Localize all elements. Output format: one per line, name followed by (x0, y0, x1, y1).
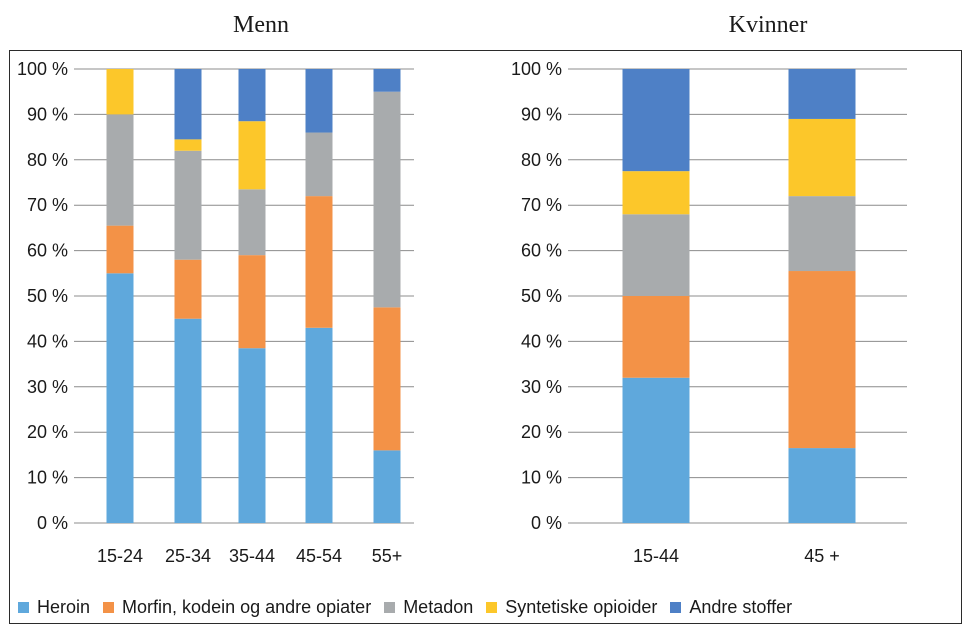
bar-segment (174, 139, 202, 151)
bar-segment (174, 259, 202, 319)
x-tick-label: 15-24 (97, 546, 143, 566)
legend-swatch (18, 601, 29, 613)
y-tick-label: 60 % (521, 241, 562, 261)
bar-segment (305, 132, 333, 197)
bar-segment (373, 307, 401, 451)
y-tick-label: 0 % (37, 513, 68, 533)
bar-segment (238, 121, 266, 190)
bar-segment (622, 69, 690, 172)
y-tick-label: 60 % (27, 241, 68, 261)
legend-swatch (670, 601, 682, 613)
x-tick-label: 15-44 (633, 546, 679, 566)
bar-segment (622, 171, 690, 215)
bar-segment (106, 273, 134, 523)
y-tick-label: 0 % (531, 513, 562, 533)
y-tick-label: 40 % (521, 331, 562, 351)
legend-item-andre: Andre stoffer (670, 597, 792, 618)
y-tick-label: 100 % (511, 59, 562, 79)
legend-label: Metadon (403, 596, 474, 617)
bar-segment (788, 271, 856, 449)
bar-segment (373, 69, 401, 92)
bar-segment (238, 189, 266, 256)
bar-segment (305, 196, 333, 328)
legend-item-heroin: Heroin (18, 597, 90, 618)
legend-label: Syntetiske opioider (505, 596, 658, 617)
bar-segment (788, 69, 856, 119)
y-tick-label: 30 % (27, 377, 68, 397)
bar-segment (373, 91, 401, 308)
bar-segment (788, 118, 856, 197)
legend-swatch (384, 601, 396, 613)
chart-frame (9, 50, 962, 624)
y-tick-label: 90 % (27, 104, 68, 124)
bar-segment (305, 69, 333, 133)
bar-segment (305, 327, 333, 523)
y-tick-label: 10 % (521, 468, 562, 488)
bar-segment (238, 348, 266, 523)
bar-segment (174, 69, 202, 140)
chart-title-menn: Menn (233, 12, 289, 38)
legend-item-syntetiske: Syntetiske opioider (486, 597, 657, 618)
bar-segment (106, 114, 134, 226)
bar-segment (174, 318, 202, 523)
chart-title-kvinner: Kvinner (728, 12, 808, 38)
y-tick-label: 70 % (27, 195, 68, 215)
y-tick-label: 30 % (521, 377, 562, 397)
bar-segment (238, 69, 266, 122)
x-tick-label: 25-34 (165, 546, 211, 566)
y-tick-label: 20 % (521, 422, 562, 442)
y-tick-label: 40 % (27, 331, 68, 351)
bar-segment (622, 296, 690, 378)
legend-label: Morfin, kodein og andre opiater (122, 596, 372, 617)
y-tick-label: 20 % (27, 422, 68, 442)
y-tick-label: 50 % (521, 286, 562, 306)
bar-segment (106, 69, 134, 115)
bar-segment (622, 214, 690, 296)
chart-legend: Heroin Morfin, kodein og andre opiater M… (18, 594, 805, 620)
y-tick-label: 70 % (521, 195, 562, 215)
y-tick-label: 10 % (27, 468, 68, 488)
y-tick-label: 100 % (17, 59, 68, 79)
x-tick-label: 35-44 (229, 546, 275, 566)
legend-label: Andre stoffer (689, 596, 793, 617)
bar-segment (788, 448, 856, 523)
legend-swatch (103, 601, 115, 613)
bar-segment (106, 225, 134, 274)
y-tick-label: 80 % (521, 150, 562, 170)
legend-item-morfin: Morfin, kodein og andre opiater (103, 597, 371, 618)
legend-swatch (486, 601, 498, 613)
y-tick-label: 80 % (27, 150, 68, 170)
bar-segment (788, 196, 856, 272)
bar-segment (174, 150, 202, 260)
x-tick-label: 45-54 (296, 546, 342, 566)
x-tick-label: 45 + (804, 546, 840, 566)
legend-label: Heroin (37, 596, 91, 617)
y-tick-label: 90 % (521, 104, 562, 124)
x-tick-label: 55+ (372, 546, 403, 566)
y-tick-label: 50 % (27, 286, 68, 306)
bar-segment (373, 450, 401, 523)
bar-segment (238, 255, 266, 349)
legend-item-metadon: Metadon (384, 597, 473, 618)
bar-segment (622, 377, 690, 523)
